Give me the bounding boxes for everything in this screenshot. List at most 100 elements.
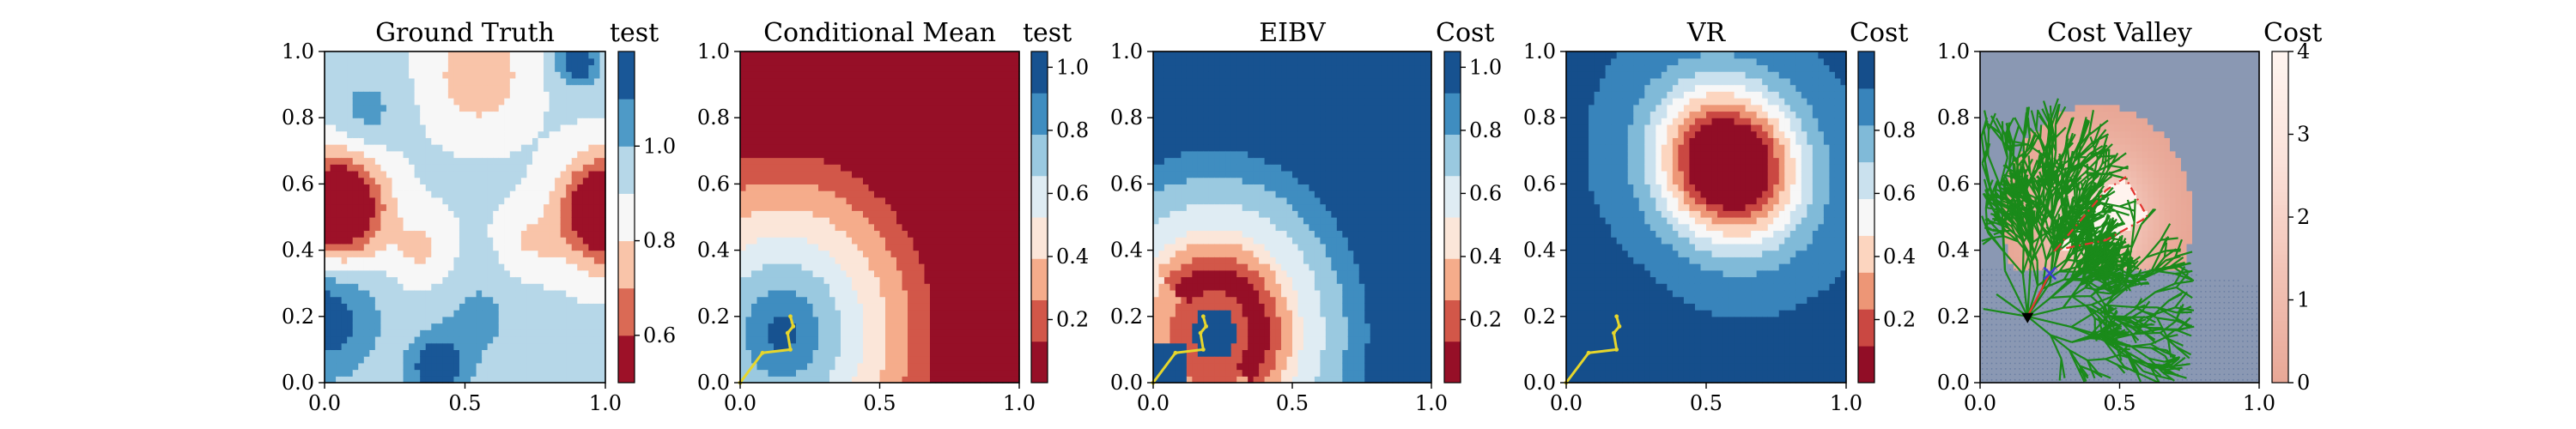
heatmap-cell — [555, 263, 562, 271]
heatmap-cell — [846, 137, 853, 145]
heatmap-cell — [374, 269, 381, 278]
heatmap-cell — [818, 310, 825, 317]
heatmap-cell — [482, 257, 489, 264]
heatmap-cell — [526, 118, 533, 125]
heatmap-cell — [913, 124, 920, 132]
heatmap-cell — [807, 170, 814, 178]
heatmap-cell — [520, 369, 528, 377]
heatmap-cell — [852, 157, 859, 165]
heatmap-cell — [946, 51, 953, 59]
heatmap-cell — [991, 296, 998, 304]
heatmap-cell — [566, 196, 573, 205]
heatmap-cell — [436, 137, 443, 145]
heatmap-cell — [991, 335, 998, 344]
heatmap-cell — [398, 51, 404, 59]
heatmap-cell — [740, 230, 747, 238]
heatmap-cell — [403, 77, 410, 86]
heatmap-cell — [498, 124, 505, 132]
heatmap-cell — [593, 111, 601, 118]
heatmap-cell — [969, 230, 975, 238]
heatmap-cell — [436, 177, 443, 184]
heatmap-cell — [436, 64, 443, 72]
heatmap-cell — [1002, 349, 1009, 357]
heatmap-cell — [420, 184, 427, 191]
heatmap-cell — [812, 118, 819, 125]
heatmap-cell — [997, 283, 1004, 291]
heatmap-cell — [577, 57, 584, 66]
heatmap-cell — [751, 310, 758, 317]
heatmap-cell — [812, 210, 819, 218]
heatmap-cell — [493, 276, 500, 284]
heatmap-cell — [544, 296, 550, 304]
heatmap-cell — [774, 342, 781, 350]
heatmap-cell — [414, 349, 421, 357]
heatmap-cell — [779, 137, 786, 145]
heatmap-cell — [358, 276, 365, 284]
heatmap-cell — [818, 210, 825, 218]
heatmap-cell — [392, 150, 398, 159]
heatmap-cell — [582, 77, 589, 86]
heatmap-cell — [392, 263, 398, 271]
heatmap-cell — [896, 124, 903, 132]
heatmap-cell — [588, 71, 595, 79]
heatmap-cell — [341, 349, 348, 357]
heatmap-cell — [465, 57, 471, 66]
heatmap-cell — [774, 329, 781, 337]
heatmap-cell — [476, 144, 483, 152]
heatmap-cell — [325, 111, 331, 118]
heatmap-cell — [1013, 323, 1020, 330]
heatmap-cell — [593, 118, 601, 125]
heatmap-cell — [538, 257, 544, 264]
heatmap-cell — [790, 243, 797, 251]
heatmap-cell — [544, 157, 550, 165]
heatmap-cell — [863, 217, 870, 225]
heatmap-cell — [745, 376, 752, 384]
heatmap-cell — [745, 223, 752, 232]
heatmap-cell — [902, 237, 908, 245]
heatmap-cell — [879, 64, 886, 72]
heatmap-cell — [740, 342, 747, 350]
heatmap-cell — [807, 376, 814, 384]
heatmap-cell — [471, 342, 477, 350]
heatmap-cell — [986, 376, 993, 384]
heatmap-cell — [980, 335, 987, 344]
heatmap-cell — [459, 157, 466, 165]
heatmap-cell — [471, 71, 477, 79]
heatmap-cell — [414, 177, 421, 184]
heatmap-cell — [835, 64, 841, 72]
heatmap-cell — [459, 329, 466, 337]
heatmap-cell — [952, 71, 959, 79]
heatmap-cell — [762, 223, 769, 232]
heatmap-cell — [532, 283, 539, 291]
heatmap-cell — [902, 283, 908, 291]
heatmap-cell — [453, 269, 460, 278]
heatmap-cell — [363, 217, 370, 225]
heatmap-cell — [599, 289, 606, 298]
heatmap-cell — [459, 257, 466, 264]
heatmap-cell — [902, 376, 908, 384]
heatmap-cell — [566, 98, 573, 106]
heatmap-cell — [544, 303, 550, 311]
heatmap-cell — [447, 316, 455, 324]
heatmap-cell — [885, 310, 892, 317]
heatmap-cell — [852, 177, 859, 184]
heatmap-cell — [941, 303, 948, 311]
heatmap-cell — [745, 124, 752, 132]
heatmap-cell — [991, 71, 998, 79]
heatmap-cell — [740, 329, 747, 337]
heatmap-cell — [890, 362, 897, 371]
heatmap-cell — [571, 77, 578, 86]
heatmap-cell — [941, 203, 948, 211]
heatmap-cell — [358, 71, 365, 79]
heatmap-cell — [818, 335, 825, 344]
heatmap-cell — [997, 71, 1004, 79]
heatmap-cell — [745, 323, 752, 330]
heatmap-cell — [459, 104, 466, 112]
heatmap-cell — [487, 296, 494, 304]
heatmap-cell — [386, 137, 393, 145]
heatmap-cell — [392, 91, 398, 99]
heatmap-cell — [392, 316, 398, 324]
heatmap-cell — [582, 289, 589, 298]
heatmap-cell — [493, 203, 500, 211]
heatmap-cell — [442, 237, 449, 245]
